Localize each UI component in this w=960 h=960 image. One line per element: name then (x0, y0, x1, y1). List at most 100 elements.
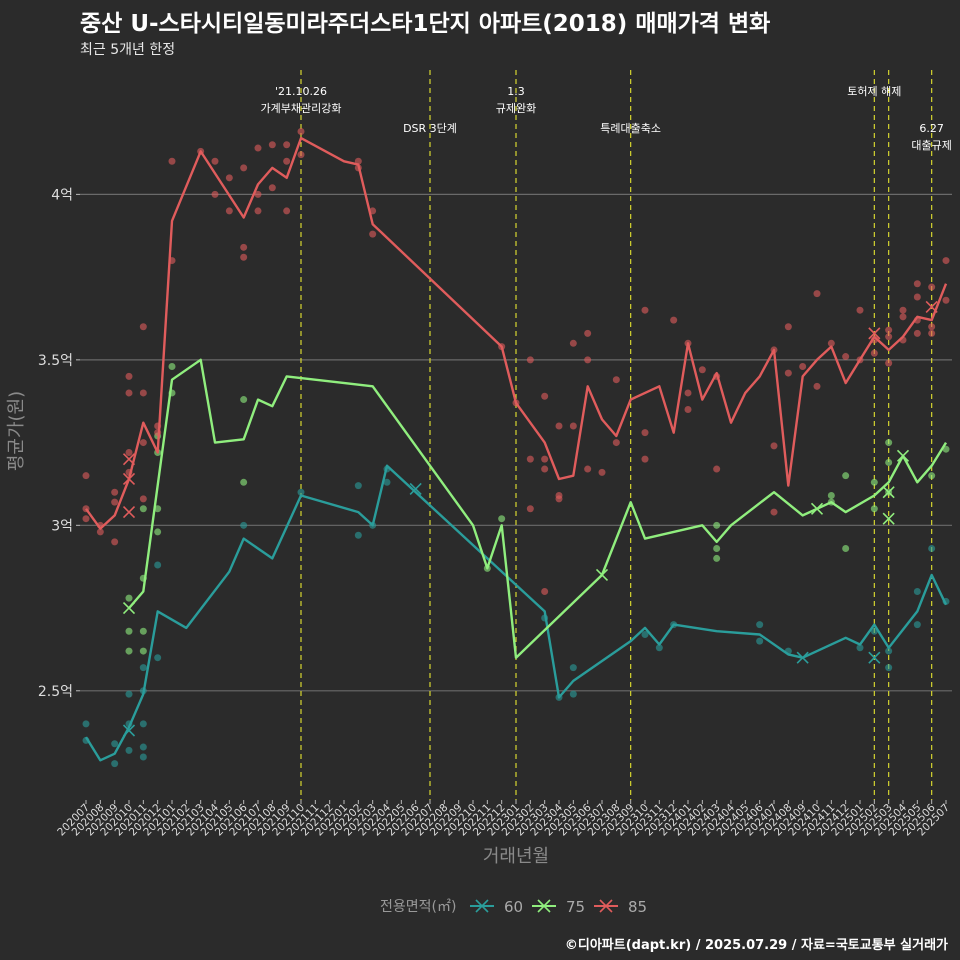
x-axis-title: 거래년월 (483, 846, 549, 867)
y-axis-title: 평균가(원) (6, 391, 27, 471)
point-60 (885, 647, 893, 655)
point-60 (569, 690, 577, 698)
point-85 (139, 439, 147, 447)
cross-stroke (409, 482, 422, 495)
point-60 (139, 743, 147, 751)
cross-85 (122, 506, 136, 519)
point-60 (655, 644, 663, 652)
point-75 (125, 594, 133, 602)
series-line-85 (85, 136, 948, 530)
y-tick-label: 3억 (51, 518, 73, 534)
cross-stroke (595, 568, 609, 582)
point-85 (641, 429, 649, 437)
point-85 (541, 455, 549, 463)
y-tick-label: 2.5억 (38, 684, 73, 700)
event-label: 규제완화 (496, 102, 536, 115)
point-85 (369, 230, 377, 238)
point-85 (82, 472, 90, 480)
point-85 (82, 515, 90, 523)
data-points (82, 127, 950, 768)
point-85 (541, 465, 549, 473)
cross-85 (122, 453, 136, 466)
y-tick-label: 3.5억 (38, 353, 73, 369)
point-60 (154, 654, 162, 662)
point-85 (698, 366, 706, 374)
point-60 (641, 631, 649, 639)
point-60 (139, 753, 147, 761)
point-75 (842, 472, 850, 480)
point-85 (684, 405, 692, 413)
point-85 (254, 144, 262, 152)
point-60 (125, 690, 133, 698)
point-75 (498, 515, 506, 523)
point-85 (268, 184, 276, 192)
point-85 (612, 376, 620, 384)
point-75 (240, 478, 248, 486)
legend-label: 85 (628, 898, 647, 916)
point-85 (541, 588, 549, 596)
point-85 (813, 382, 821, 390)
point-85 (96, 528, 104, 536)
point-60 (885, 664, 893, 672)
cross-60 (868, 651, 881, 664)
point-85 (139, 389, 147, 397)
point-85 (827, 339, 835, 347)
point-85 (913, 293, 921, 301)
point-85 (225, 174, 233, 182)
point-85 (799, 362, 807, 370)
point-85 (139, 323, 147, 331)
cross-stroke (868, 327, 881, 340)
point-85 (111, 538, 119, 546)
cross-60 (796, 651, 809, 664)
point-85 (913, 280, 921, 288)
cross-85 (122, 472, 136, 486)
point-75 (885, 458, 893, 466)
point-75 (870, 505, 878, 513)
cross-stroke (868, 651, 881, 664)
point-60 (111, 760, 119, 768)
legend-item-60: 60 (470, 898, 523, 916)
point-85 (283, 207, 291, 215)
point-75 (139, 627, 147, 635)
point-85 (240, 253, 248, 261)
cross-75 (122, 601, 136, 615)
point-75 (713, 544, 721, 552)
point-60 (756, 621, 764, 629)
point-85 (885, 326, 893, 334)
chart-caption: ©디아파트(dapt.kr) / 2025.07.29 / 자료=국토교통부 실… (564, 938, 948, 953)
event-label: 6.27 (919, 122, 944, 135)
point-60 (383, 478, 391, 486)
cross-stroke (796, 651, 809, 664)
cross-75 (595, 568, 609, 582)
point-85 (297, 127, 305, 135)
point-85 (770, 508, 778, 516)
point-75 (125, 647, 133, 655)
point-75 (240, 396, 248, 404)
point-85 (942, 257, 950, 265)
legend-item-75: 75 (532, 898, 585, 916)
point-60 (354, 531, 362, 539)
cross-75 (882, 486, 895, 499)
cross-stroke (882, 486, 895, 499)
point-85 (555, 495, 563, 503)
point-75 (154, 528, 162, 536)
point-85 (612, 439, 620, 447)
point-85 (942, 296, 950, 304)
event-label: 특례대출축소 (600, 122, 661, 135)
event-label: 1.3 (507, 85, 525, 98)
legend-label: 60 (504, 898, 523, 916)
point-85 (254, 207, 262, 215)
point-85 (770, 442, 778, 450)
point-85 (641, 455, 649, 463)
point-75 (713, 521, 721, 529)
point-75 (139, 647, 147, 655)
cross-75 (896, 449, 910, 462)
point-85 (268, 141, 276, 149)
point-60 (928, 544, 936, 552)
point-60 (297, 488, 305, 496)
point-60 (139, 720, 147, 728)
legend-key-cross (475, 899, 489, 913)
legend-title: 전용면적(㎡) (380, 899, 456, 915)
legend-item-85: 85 (594, 898, 647, 916)
